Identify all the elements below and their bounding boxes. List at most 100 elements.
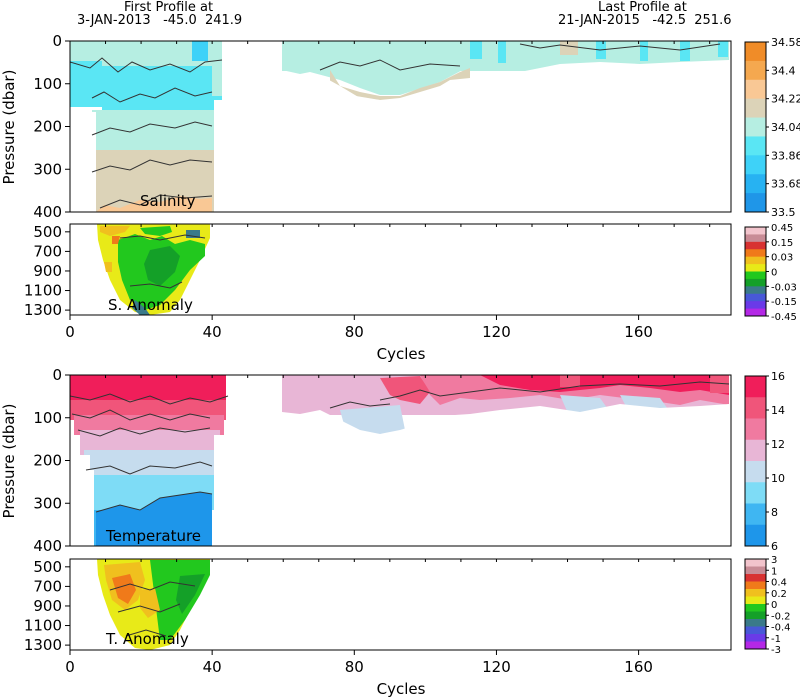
salinity-panel-title: Salinity <box>140 192 196 210</box>
colorbar-swatch <box>745 193 766 213</box>
colorbar-label: 1 <box>771 566 777 577</box>
salinity-y-axis-title: Pressure (dbar) <box>0 70 18 185</box>
colorbar-label: -0.03 <box>771 282 797 293</box>
colorbar-swatch <box>745 634 766 642</box>
temperature-field <box>70 375 731 546</box>
colorbar-swatch <box>745 559 766 567</box>
salinity-anomaly-panel-title: S. Anomaly <box>108 296 193 314</box>
y-tick-label: 200 <box>33 452 62 470</box>
y-tick-label: 300 <box>33 160 62 178</box>
x-tick-label: 120 <box>482 658 511 676</box>
colorbar-swatch <box>745 264 766 272</box>
temperature-y-axis-title: Pressure (dbar) <box>0 404 18 519</box>
last-profile-label: Last Profile at <box>598 0 687 15</box>
y-tick-label: 900 <box>33 597 62 615</box>
temperature-anomaly-panel-title: T. Anomaly <box>105 630 189 648</box>
colorbar-label: 0.2 <box>771 589 787 600</box>
colorbar-swatch <box>745 376 766 398</box>
colorbar-swatch <box>745 641 766 650</box>
colorbar-label: 16 <box>771 370 785 383</box>
y-tick-label: 700 <box>33 577 62 595</box>
colorbar-label: 3 <box>771 555 777 566</box>
salinity-x-axis-title: Cycles <box>377 345 426 363</box>
y-tick-label: 100 <box>33 75 62 93</box>
colorbar-swatch <box>745 79 766 100</box>
y-tick-label: 400 <box>33 537 62 555</box>
colorbar-label: -1 <box>771 634 781 645</box>
colorbar-swatch <box>745 619 766 627</box>
y-tick-label: 900 <box>33 262 62 280</box>
colorbar-swatch <box>745 249 766 258</box>
colorbar-label: 33.68 <box>771 178 800 191</box>
y-tick-label: 400 <box>33 203 62 221</box>
colorbar-label: 6 <box>771 540 778 553</box>
colorbar-label: 14 <box>771 404 785 417</box>
colorbar-swatch <box>745 503 766 526</box>
y-tick-label: 700 <box>33 242 62 260</box>
colorbar-label: 34.4 <box>771 64 796 77</box>
colorbar-swatch <box>745 293 766 302</box>
y-tick-label: 1100 <box>24 282 62 300</box>
salinity-colorbar: 34.58 34.4 34.22 34.04 33.86 33.68 33.5 <box>744 36 800 219</box>
y-tick-label: 300 <box>33 494 62 512</box>
colorbar-label: 0 <box>771 600 777 611</box>
colorbar-swatch <box>745 227 766 235</box>
colorbar-swatch <box>745 241 766 250</box>
colorbar-swatch <box>745 117 766 137</box>
colorbar-label: 34.58 <box>771 36 800 49</box>
colorbar-label: 0.4 <box>771 578 787 589</box>
colorbar-swatch <box>745 60 766 81</box>
first-profile-value: 3-JAN-2013 -45.0 241.9 <box>77 13 242 28</box>
colorbar-swatch <box>745 604 766 612</box>
colorbar-swatch <box>745 461 766 483</box>
colorbar-swatch <box>745 308 766 317</box>
y-tick-label: 500 <box>33 558 62 576</box>
colorbar-swatch <box>745 611 766 620</box>
colorbar-label: 34.22 <box>771 93 800 106</box>
colorbar-label: -0.15 <box>771 297 797 308</box>
colorbar-swatch <box>745 42 766 62</box>
colorbar-swatch <box>745 626 766 635</box>
colorbar-swatch <box>745 301 766 310</box>
x-tick-label: 0 <box>65 323 75 341</box>
temperature-anomaly-colorbar: 310.40.20-0.2-0.4-1-3 <box>744 555 791 656</box>
x-tick-label: 80 <box>345 323 364 341</box>
colorbar-swatch <box>745 581 766 590</box>
colorbar-swatch <box>745 589 766 597</box>
colorbar-swatch <box>745 418 766 441</box>
y-tick-label: 1300 <box>24 636 62 654</box>
y-tick-label: 0 <box>52 366 62 384</box>
colorbar-label: -0.2 <box>771 611 791 622</box>
colorbar-label: 8 <box>771 506 778 519</box>
x-tick-label: 120 <box>482 323 511 341</box>
temperature-panel: Temperature 0 100 200 300 400 <box>33 366 732 555</box>
colorbar-swatch <box>745 574 766 582</box>
colorbar-swatch <box>745 566 766 575</box>
colorbar-swatch <box>745 98 766 119</box>
colorbar-swatch <box>745 256 766 265</box>
y-tick-label: 0 <box>52 32 62 50</box>
colorbar-label: 12 <box>771 438 785 451</box>
temperature-contours <box>70 381 730 513</box>
salinity-anomaly-colorbar: 0.45 0.15 0.03 0 -0.03 -0.15 -0.45 <box>744 223 797 323</box>
colorbar-swatch <box>745 174 766 194</box>
salinity-anomaly-field <box>97 224 210 315</box>
y-tick-label: 100 <box>33 409 62 427</box>
colorbar-swatch <box>745 439 766 462</box>
colorbar-frame <box>744 375 767 547</box>
x-tick-label: 160 <box>624 323 653 341</box>
temperature-x-axis-title: Cycles <box>377 680 426 698</box>
y-tick-label: 500 <box>33 223 62 241</box>
temperature-anomaly-contours <box>109 581 196 637</box>
colorbar-swatch <box>745 271 766 280</box>
colorbar-label: 10 <box>771 472 785 485</box>
salinity-anomaly-contours <box>119 234 206 289</box>
y-tick-label: 200 <box>33 118 62 136</box>
colorbar-swatch <box>745 596 766 605</box>
colorbar-swatch <box>745 286 766 295</box>
x-tick-label: 40 <box>203 658 222 676</box>
colorbar-label: 0.45 <box>771 223 793 234</box>
salinity-contours <box>70 43 721 209</box>
